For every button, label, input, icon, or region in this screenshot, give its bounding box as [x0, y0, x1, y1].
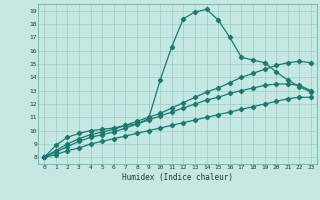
X-axis label: Humidex (Indice chaleur): Humidex (Indice chaleur) — [122, 173, 233, 182]
